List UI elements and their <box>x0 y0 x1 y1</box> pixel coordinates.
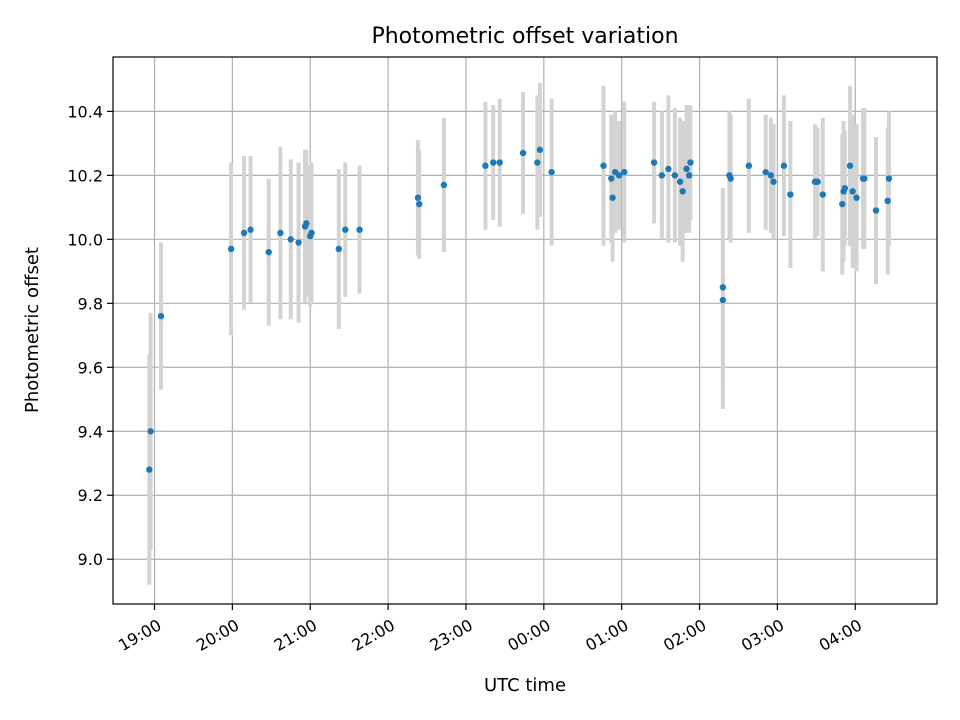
data-point <box>496 159 503 166</box>
data-point <box>819 191 827 198</box>
data-point <box>872 207 880 214</box>
data-point <box>780 162 788 169</box>
data-point <box>490 159 497 166</box>
data-point <box>287 236 294 243</box>
data-point <box>416 200 423 208</box>
data-point <box>885 175 893 182</box>
data-point <box>227 245 235 253</box>
data-point <box>767 172 775 179</box>
data-point <box>650 159 658 166</box>
data-point <box>762 168 769 176</box>
data-point <box>814 178 821 185</box>
data-point <box>600 162 607 169</box>
y-tick-label: 10.4 <box>67 102 103 121</box>
y-tick-label: 9.6 <box>78 358 103 377</box>
data-point <box>295 239 302 246</box>
y-axis-label: Photometric offset <box>22 247 43 413</box>
data-point <box>658 172 666 179</box>
data-point <box>536 146 544 153</box>
y-tick-label: 9.2 <box>78 486 103 505</box>
data-point <box>615 172 623 179</box>
data-point <box>157 312 165 320</box>
data-point <box>146 466 153 473</box>
data-point <box>671 172 679 179</box>
data-point <box>482 162 489 169</box>
data-point <box>727 175 734 182</box>
data-point <box>356 226 363 233</box>
y-tick-label: 10.0 <box>67 230 103 249</box>
data-points <box>146 146 893 473</box>
x-axis-label: UTC time <box>484 675 566 696</box>
data-point <box>687 159 694 166</box>
data-point <box>745 162 753 169</box>
data-point <box>841 184 849 192</box>
data-point <box>147 428 154 435</box>
y-tick-label: 9.0 <box>78 550 103 569</box>
data-point <box>679 188 686 195</box>
data-point <box>676 178 684 185</box>
x-gridlines <box>153 57 856 604</box>
data-point <box>265 248 272 256</box>
data-point <box>853 194 860 201</box>
data-point <box>719 284 727 291</box>
y-tick-label: 9.8 <box>78 294 103 313</box>
y-tick-label: 10.2 <box>67 166 103 185</box>
plot-frame <box>112 56 938 605</box>
data-point <box>519 149 527 157</box>
data-point <box>440 181 448 189</box>
data-point <box>308 229 315 237</box>
y-tick-label: 9.4 <box>78 422 103 441</box>
data-point <box>849 188 856 195</box>
data-point <box>719 296 727 304</box>
data-point <box>846 162 854 169</box>
data-point <box>621 168 628 176</box>
data-point <box>787 191 794 198</box>
data-point <box>683 165 690 173</box>
data-point <box>240 229 248 237</box>
data-point <box>548 168 555 176</box>
data-point <box>609 194 616 201</box>
data-point <box>861 175 868 182</box>
data-point <box>770 178 777 185</box>
data-point <box>685 172 693 179</box>
data-point <box>884 197 891 205</box>
data-point <box>665 165 672 173</box>
data-point <box>608 175 615 182</box>
data-point <box>414 194 422 201</box>
data-point <box>839 200 846 208</box>
y-axis-ticks: 9.0 9.2 9.4 9.6 9.8 10.0 10.2 10.4 <box>67 102 113 569</box>
data-point <box>247 226 254 233</box>
data-point <box>277 229 284 237</box>
data-point <box>303 220 310 227</box>
data-point <box>342 226 349 233</box>
data-point <box>335 245 342 253</box>
data-point <box>534 159 541 166</box>
chart-title: Photometric offset variation <box>371 24 678 49</box>
